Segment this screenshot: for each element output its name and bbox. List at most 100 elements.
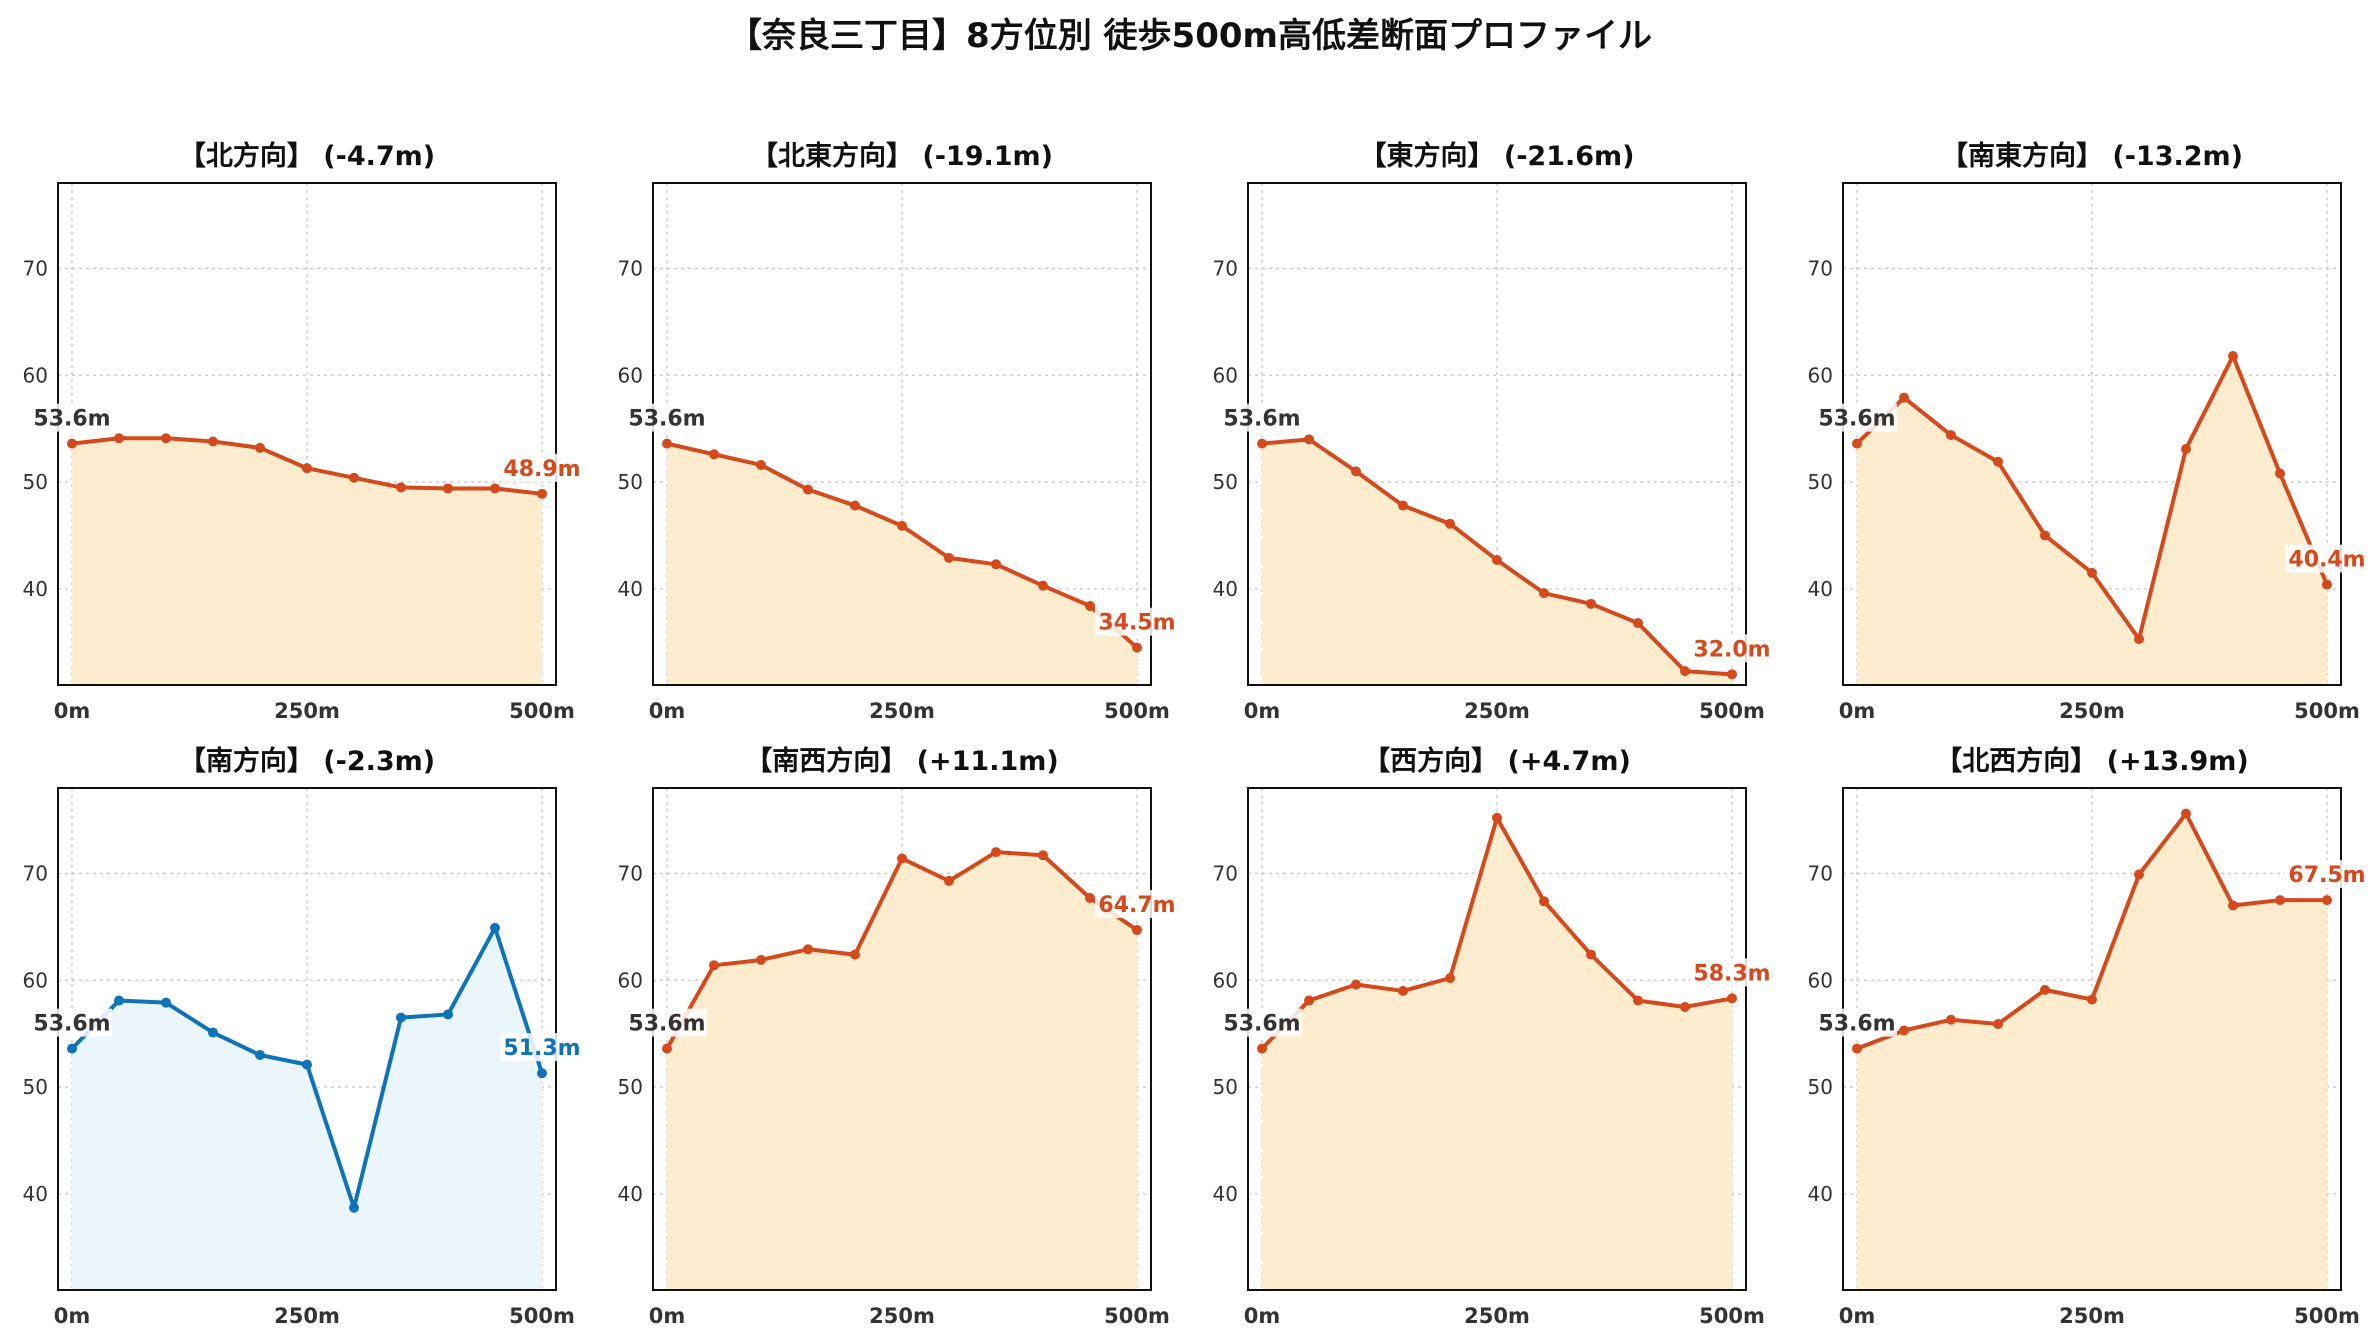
data-point <box>1899 1025 1909 1036</box>
y-tick-label: 40 <box>23 1182 48 1206</box>
start-label-bg <box>1224 403 1302 432</box>
panel-1: 40 50 60 70 0m 250m 500m 【北方向】 (-4.7m) 53.6m 48.9… <box>23 140 584 723</box>
data-point <box>1038 580 1048 591</box>
y-tick-label: 50 <box>1808 470 1833 494</box>
data-point <box>756 954 766 965</box>
data-point <box>1633 995 1643 1006</box>
x-tick-label: 0m <box>649 1304 686 1328</box>
start-label-bg <box>1819 1008 1897 1037</box>
panel-7: 40 50 60 70 0m 250m 500m 【西方向】 (+4.7m) 53.6m 58.3… <box>1213 745 1774 1328</box>
y-tick-label: 60 <box>618 968 643 992</box>
data-point <box>114 995 124 1006</box>
data-point <box>208 1027 218 1038</box>
x-tick-label: 0m <box>1839 699 1876 723</box>
data-point <box>302 463 312 474</box>
data-point <box>2087 567 2097 578</box>
start-label: 53.6m <box>628 1012 705 1037</box>
data-point <box>396 482 406 493</box>
panel-title: 【南東方向】 (-13.2m) <box>1941 140 2243 172</box>
start-label-bg <box>629 403 707 432</box>
data-point <box>2228 351 2238 362</box>
y-tick-label: 70 <box>1213 861 1238 885</box>
panel-title: 【北東方向】 (-19.1m) <box>751 140 1053 172</box>
x-tick-label: 500m <box>2294 1304 2360 1328</box>
x-tick-label: 250m <box>2059 699 2125 723</box>
end-label: 32.0m <box>1693 637 1770 662</box>
plot-frame <box>652 787 1152 1291</box>
y-tick-label: 60 <box>23 363 48 387</box>
data-point <box>850 949 860 960</box>
data-point <box>2040 530 2050 541</box>
y-tick-label: 40 <box>1808 577 1833 601</box>
y-tick-label: 60 <box>1213 363 1238 387</box>
data-point <box>349 472 359 483</box>
end-label-bg <box>1690 958 1774 987</box>
y-tick-label: 60 <box>618 363 643 387</box>
x-tick-label: 250m <box>2059 1304 2125 1328</box>
data-point <box>1492 812 1502 823</box>
panel-title: 【西方向】 (+4.7m) <box>1363 745 1631 777</box>
y-tick-label: 70 <box>23 861 48 885</box>
end-label: 67.5m <box>2288 863 2365 888</box>
end-label: 48.9m <box>503 457 580 482</box>
y-tick-label: 70 <box>1808 861 1833 885</box>
data-point <box>2275 895 2285 906</box>
end-label-bg <box>1095 607 1179 636</box>
start-label-bg <box>1224 1008 1302 1037</box>
data-point <box>662 438 672 449</box>
start-label: 53.6m <box>1223 1012 1300 1037</box>
data-point <box>944 552 954 563</box>
x-tick-label: 500m <box>509 699 575 723</box>
end-label-bg <box>500 453 584 482</box>
data-point <box>1398 985 1408 996</box>
data-point <box>1492 555 1502 566</box>
data-point <box>443 1009 453 1020</box>
data-point <box>537 1068 547 1079</box>
data-point <box>1085 600 1095 611</box>
y-tick-label: 50 <box>618 470 643 494</box>
panel-title: 【南西方向】 (+11.1m) <box>745 745 1058 777</box>
end-label-bg <box>2285 860 2369 889</box>
data-point <box>1257 1043 1267 1054</box>
y-tick-label: 50 <box>618 1075 643 1099</box>
plot-frame <box>652 182 1152 686</box>
x-tick-label: 500m <box>509 1304 575 1328</box>
data-point <box>2040 984 2050 995</box>
data-point <box>1445 973 1455 984</box>
data-point <box>1257 438 1267 449</box>
x-tick-label: 500m <box>2294 699 2360 723</box>
data-point <box>897 853 907 864</box>
data-point <box>1633 618 1643 629</box>
plot-frame <box>57 182 557 686</box>
data-point <box>1680 666 1690 677</box>
data-point <box>2228 900 2238 911</box>
y-tick-label: 60 <box>23 968 48 992</box>
y-tick-label: 50 <box>23 1075 48 1099</box>
data-point <box>897 520 907 531</box>
y-tick-label: 60 <box>1808 968 1833 992</box>
data-point <box>1852 438 1862 449</box>
data-point <box>1304 434 1314 445</box>
data-point <box>255 1050 265 1061</box>
data-point <box>208 436 218 447</box>
start-label: 53.6m <box>1818 407 1895 432</box>
x-tick-label: 0m <box>1244 1304 1281 1328</box>
x-tick-label: 250m <box>274 1304 340 1328</box>
area-fill <box>1857 813 2327 1290</box>
y-tick-label: 40 <box>618 577 643 601</box>
y-tick-label: 40 <box>618 1182 643 1206</box>
y-tick-label: 40 <box>1213 1182 1238 1206</box>
start-label-bg <box>1819 403 1897 432</box>
end-label-bg <box>2285 544 2369 573</box>
area-fill <box>667 443 1137 685</box>
data-point <box>2134 634 2144 645</box>
area-fill <box>72 927 542 1290</box>
y-tick-label: 50 <box>1213 470 1238 494</box>
panel-2: 40 50 60 70 0m 250m 500m 【北東方向】 (-19.1m) 53.6m 34… <box>618 140 1179 723</box>
data-point <box>255 442 265 453</box>
plot-frame <box>1842 182 2342 686</box>
start-label: 53.6m <box>33 407 110 432</box>
start-label: 53.6m <box>1818 1012 1895 1037</box>
x-tick-label: 250m <box>1464 1304 1530 1328</box>
